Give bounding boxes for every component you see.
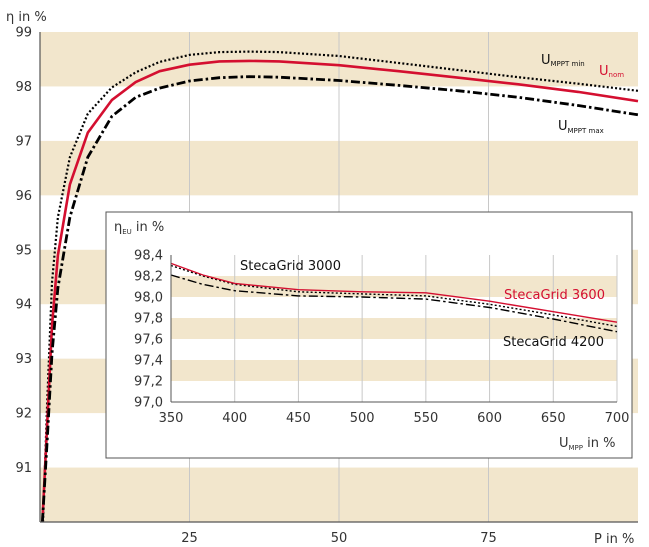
main-y-tick-label: 93 bbox=[15, 352, 32, 367]
inset-y-label-main: η bbox=[114, 220, 122, 235]
legend-steca-3600: StecaGrid 3600 bbox=[504, 288, 605, 303]
main-y-tick-label: 99 bbox=[15, 26, 32, 41]
main-y-tick-label: 95 bbox=[15, 243, 32, 258]
main-series-line bbox=[41, 50, 639, 523]
inset-x-label-sub: MPP bbox=[569, 444, 583, 452]
label-mppt-min-sub: MPPT min bbox=[551, 60, 585, 68]
inset-bands bbox=[171, 276, 617, 381]
label-nom-sub: nom bbox=[609, 71, 625, 79]
label-mppt-max: UMPPT max bbox=[558, 119, 604, 135]
main-y-tick-label: 98 bbox=[15, 80, 32, 95]
inset-band bbox=[171, 318, 617, 339]
inset-band bbox=[171, 276, 617, 297]
inset-y-axis-label: ηEU in % bbox=[114, 220, 164, 236]
label-mppt-min-main: U bbox=[541, 53, 551, 68]
main-y-tick-labels: 91 92 93 94 95 96 97 98 99 bbox=[15, 26, 32, 477]
inset-x-tick-label: 500 bbox=[350, 411, 375, 426]
inset-x-tick-label: 650 bbox=[541, 411, 566, 426]
inset-x-tick-labels: 350 400 450 500 550 600 650 700 bbox=[159, 411, 630, 426]
inset-series-line bbox=[170, 274, 618, 333]
main-y-tick-label: 97 bbox=[15, 134, 32, 149]
inset-y-tick-label: 98,0 bbox=[134, 291, 163, 306]
label-mppt-max-sub: MPPT max bbox=[568, 127, 604, 135]
inset-x-tick-label: 350 bbox=[159, 411, 184, 426]
inset-x-tick-label: 600 bbox=[477, 411, 502, 426]
label-mppt-min: UMPPT min bbox=[541, 53, 585, 68]
main-x-tick-labels: 25 50 75 bbox=[181, 531, 497, 546]
inset-x-label-main: U bbox=[559, 436, 569, 451]
inset-x-tick-label: 700 bbox=[605, 411, 630, 426]
inset-series-line bbox=[170, 264, 618, 328]
inset-series bbox=[170, 262, 618, 333]
legend-steca-3000: StecaGrid 3000 bbox=[240, 259, 341, 274]
inset-x-label-rest: in % bbox=[583, 436, 615, 451]
main-y-axis-label: η in % bbox=[6, 10, 47, 25]
inset-series-line bbox=[170, 262, 618, 323]
main-x-tick-label: 75 bbox=[480, 531, 497, 546]
main-y-tick-label: 92 bbox=[15, 407, 32, 422]
inset-y-tick-labels: 97,0 97,2 97,4 97,6 97,8 98,0 98,2 98,4 bbox=[134, 249, 163, 411]
inset-x-tick-label: 400 bbox=[222, 411, 247, 426]
label-mppt-max-main: U bbox=[558, 119, 568, 134]
inset-x-axis-label: UMPP in % bbox=[559, 436, 615, 452]
main-x-tick-label: 50 bbox=[331, 531, 348, 546]
inset-y-label-sub: EU bbox=[122, 228, 132, 236]
main-y-tick-label: 94 bbox=[15, 298, 32, 313]
main-y-tick-label: 91 bbox=[15, 461, 32, 476]
inset-band bbox=[171, 360, 617, 381]
inset-y-tick-label: 97,6 bbox=[134, 333, 163, 348]
main-x-axis-label: P in % bbox=[594, 532, 634, 547]
inset-x-tick-label: 450 bbox=[286, 411, 311, 426]
inset-x-tick-label: 550 bbox=[413, 411, 438, 426]
inset-y-tick-label: 97,8 bbox=[134, 312, 163, 327]
legend-steca-4200: StecaGrid 4200 bbox=[503, 335, 604, 350]
inset-y-label-rest: in % bbox=[132, 220, 164, 235]
inset-y-tick-label: 97,4 bbox=[134, 354, 163, 369]
inset-y-tick-label: 97,2 bbox=[134, 375, 163, 390]
main-series-line bbox=[41, 75, 639, 523]
main-x-tick-label: 25 bbox=[181, 531, 198, 546]
inset-y-tick-label: 98,4 bbox=[134, 249, 163, 264]
inset-y-tick-label: 98,2 bbox=[134, 270, 163, 285]
main-series-line bbox=[41, 59, 639, 523]
label-nom: Unom bbox=[599, 64, 624, 79]
inset-chart: 97,0 97,2 97,4 97,6 97,8 98,0 98,2 98,4 350 400 4… bbox=[105, 211, 633, 459]
label-nom-main: U bbox=[599, 64, 609, 79]
inset-grid bbox=[234, 255, 618, 402]
main-y-tick-label: 96 bbox=[15, 189, 32, 204]
main-series bbox=[41, 50, 639, 523]
inset-y-tick-label: 97,0 bbox=[134, 396, 163, 411]
